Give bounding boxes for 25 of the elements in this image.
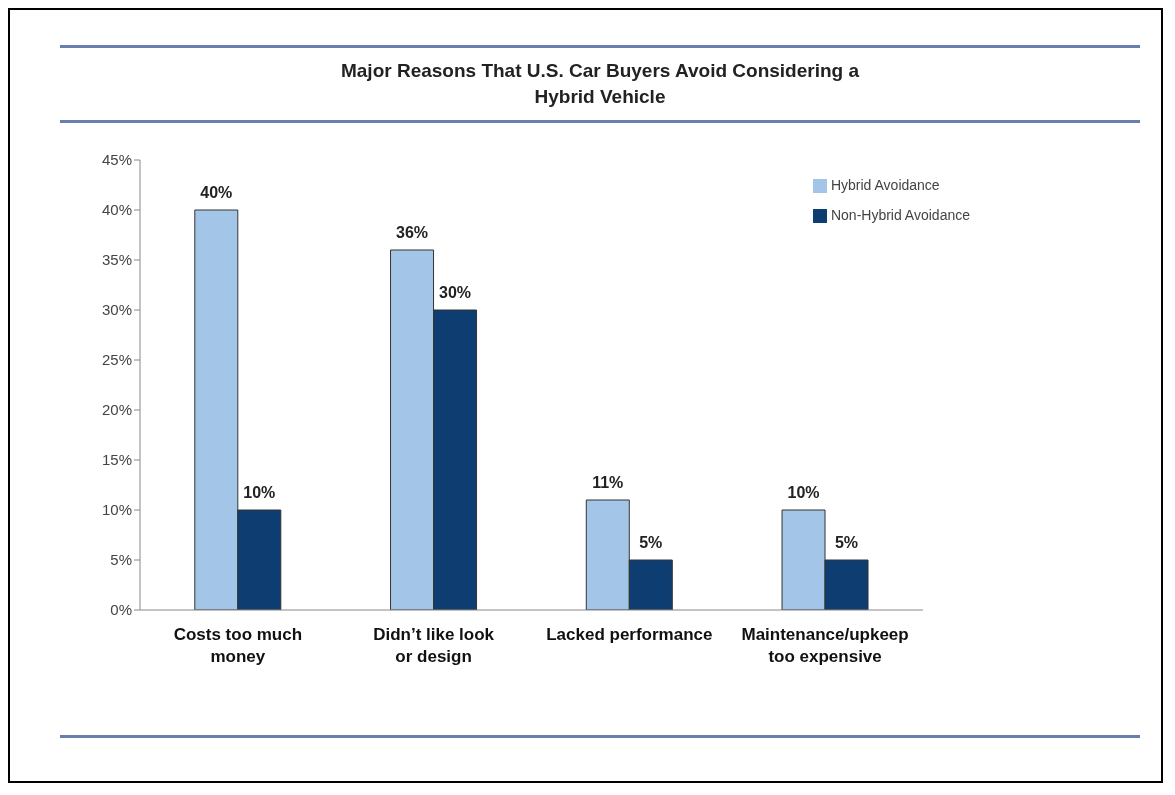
legend-label: Hybrid Avoidance bbox=[830, 177, 940, 193]
y-tick-label: 40% bbox=[101, 201, 132, 219]
chart-title: Major Reasons That U.S. Car Buyers Avoid Considering a Hybrid Vehicle bbox=[339, 59, 860, 109]
data-label: 10% bbox=[787, 484, 820, 501]
y-tick-label: 20% bbox=[101, 401, 132, 419]
y-tick-label: 15% bbox=[101, 451, 132, 469]
y-tick-label: 30% bbox=[101, 301, 132, 319]
data-label: 30% bbox=[439, 284, 472, 301]
y-tick-label: 35% bbox=[101, 251, 132, 269]
data-label: 40% bbox=[200, 184, 233, 201]
y-tick-label: 5% bbox=[110, 551, 132, 569]
data-label: 11% bbox=[592, 474, 624, 491]
y-tick-label: 10% bbox=[101, 501, 132, 519]
x-tick-label: Maintenance/upkeep too expensive bbox=[741, 625, 909, 666]
x-tick-label: Didn’t like look or design bbox=[373, 625, 495, 666]
x-tick-label: Lacked performance bbox=[546, 625, 713, 644]
data-label: 10% bbox=[243, 484, 276, 501]
y-tick-label: 45% bbox=[101, 151, 132, 169]
legend-label: Non-Hybrid Avoidance bbox=[830, 207, 970, 223]
x-tick-label: Costs too much money bbox=[173, 625, 303, 666]
data-label: 5% bbox=[639, 534, 663, 551]
data-label: 5% bbox=[834, 534, 859, 551]
data-label: 36% bbox=[396, 224, 429, 241]
y-tick-label: 0% bbox=[110, 601, 132, 619]
y-tick-label: 25% bbox=[101, 351, 132, 369]
